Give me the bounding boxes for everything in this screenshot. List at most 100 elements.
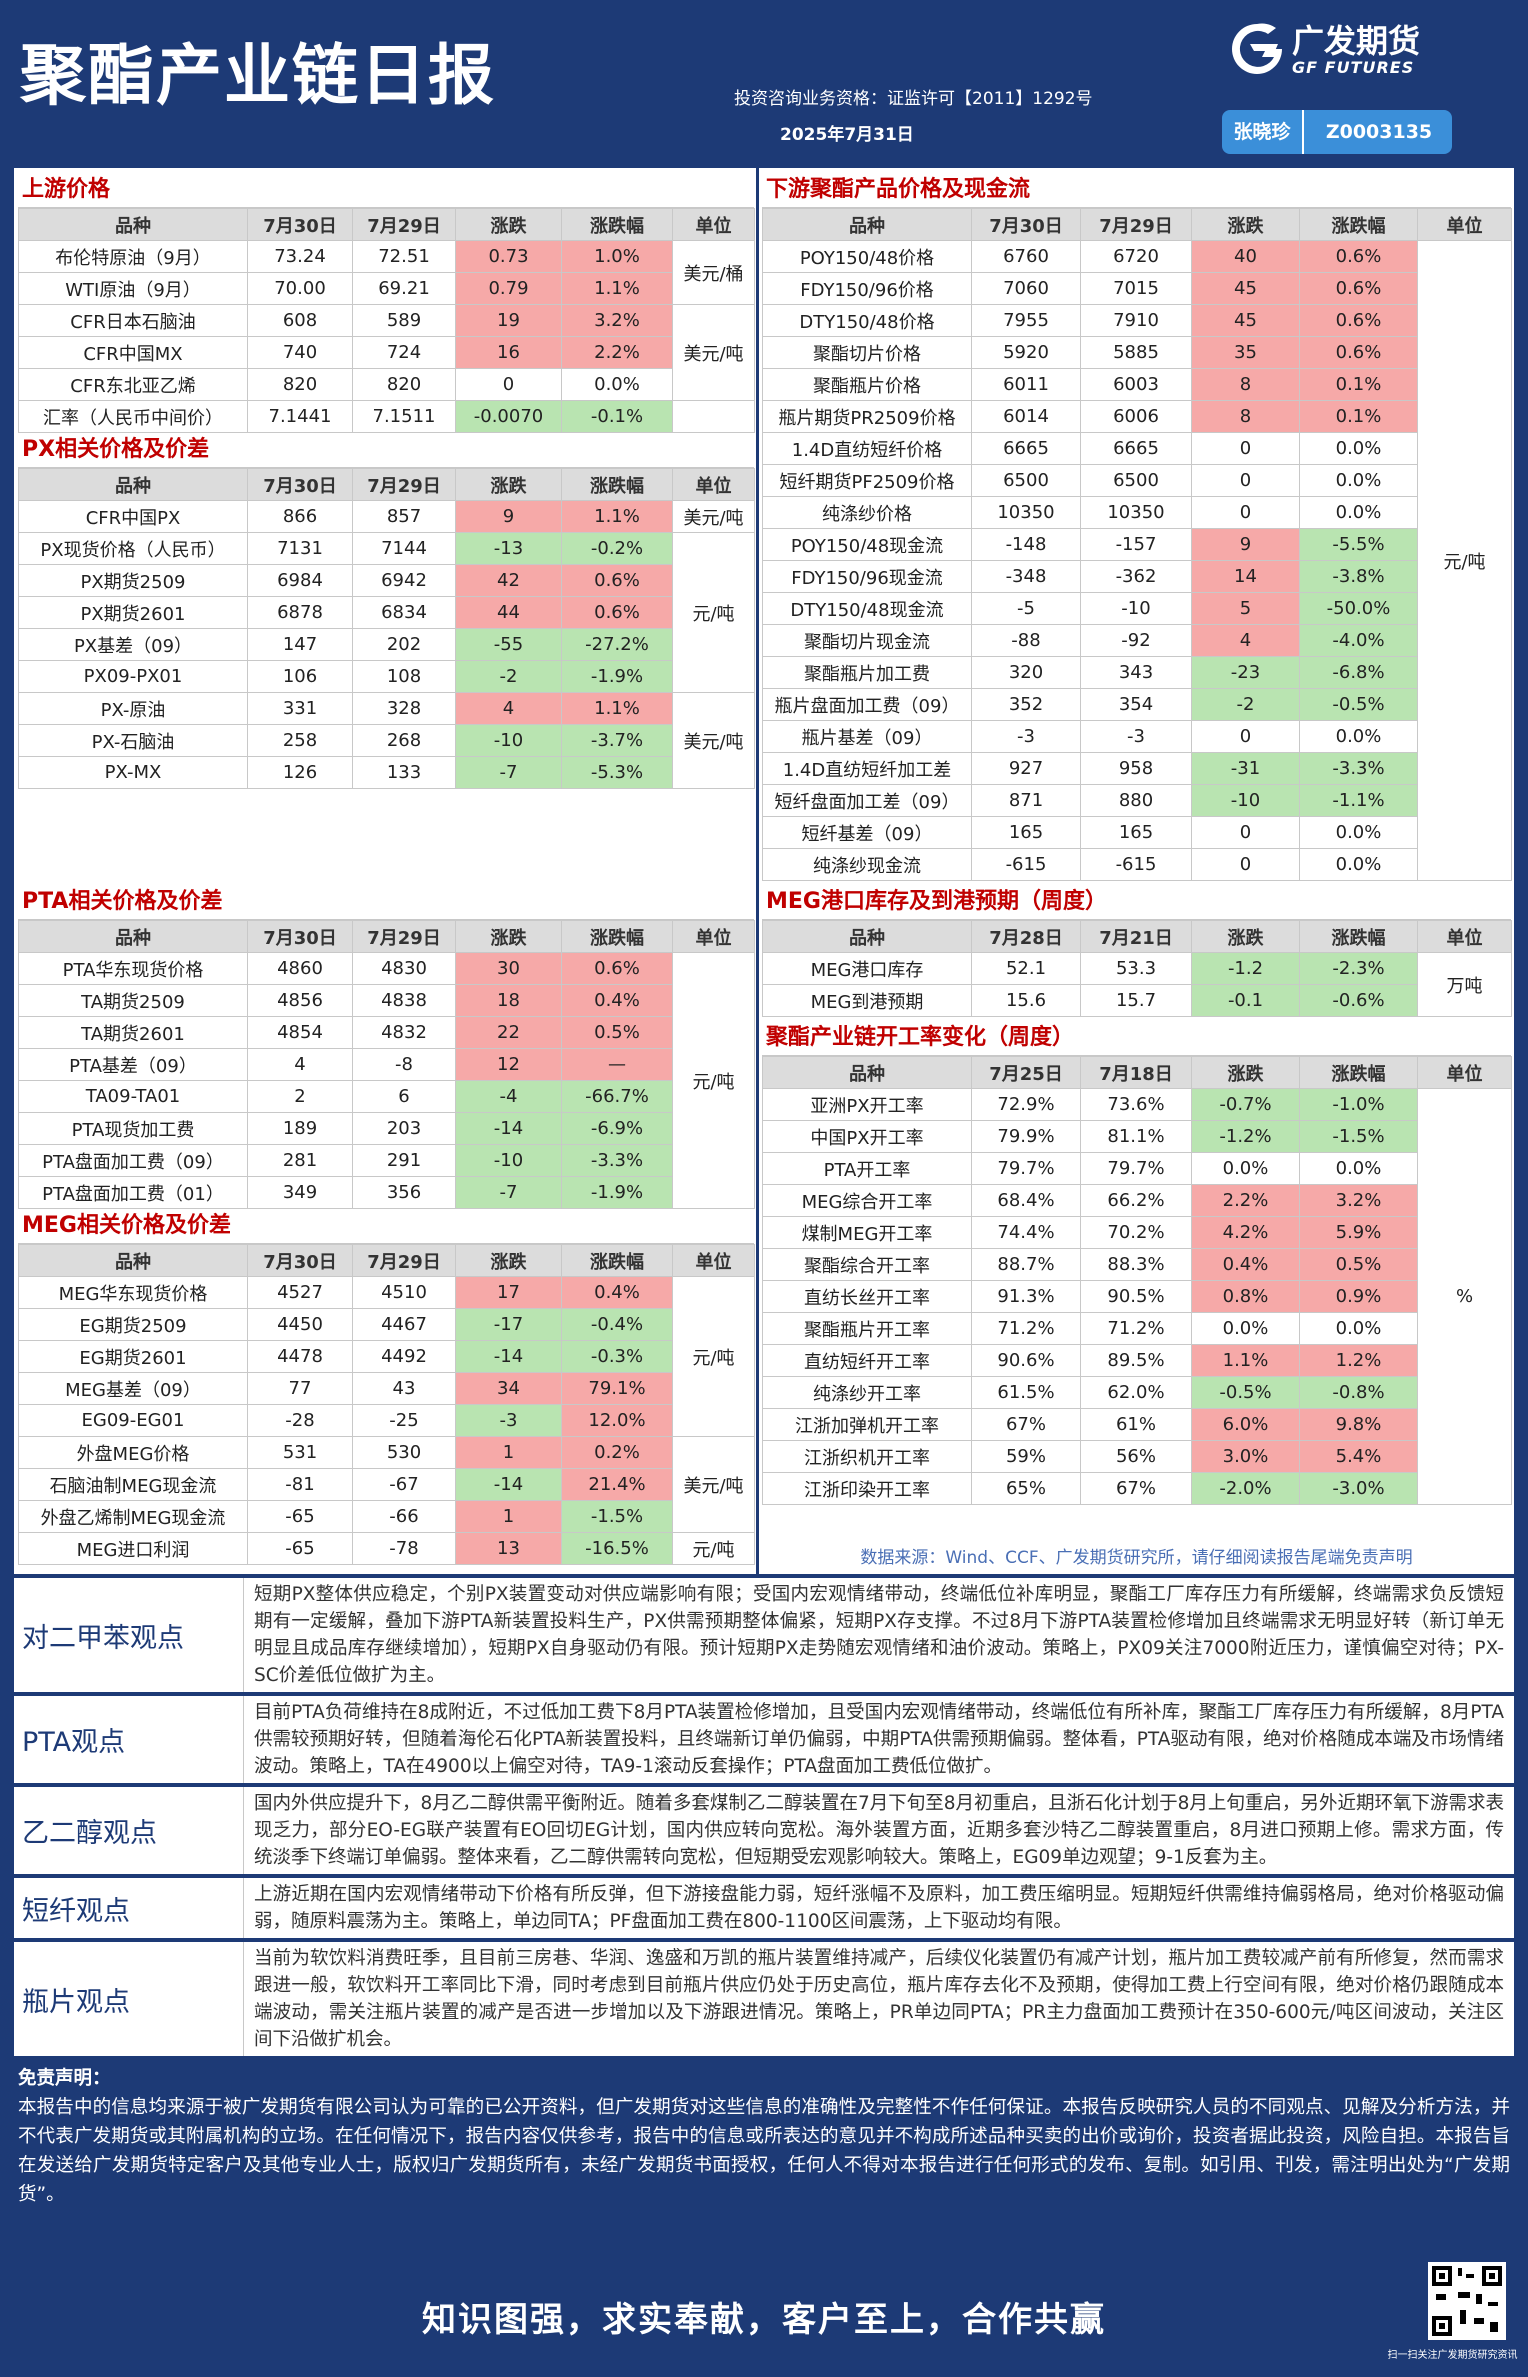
item-name: 纯涤纱现金流 (762, 848, 972, 881)
value-cell: -66 (352, 1500, 456, 1533)
section-title: 上游价格 (18, 172, 754, 208)
header-row: 品种 7月25日 7月18日 涨跌 涨跌幅 单位 (762, 1056, 1512, 1089)
value-cell: 68.4% (971, 1184, 1081, 1217)
table-section: PX相关价格及价差 品种 7月30日 7月29日 涨跌 涨跌幅 单位 CFR中国PX 866 85… (18, 432, 755, 789)
value-cell: 43 (352, 1372, 456, 1405)
table-row: EG09-EG01 -28 -25 -3 12.0% (18, 1404, 755, 1437)
change-cell: 0 (1191, 432, 1300, 465)
value-cell: 530 (352, 1436, 456, 1469)
table-row: 亚洲PX开工率 72.9% 73.6% -0.7% -1.0%% (762, 1088, 1512, 1505)
item-name: PX期货2509 (18, 564, 248, 597)
value-cell: 4 (247, 1048, 353, 1081)
table-row: PX-原油 331 328 4 1.1% 美元/吨 (18, 692, 755, 789)
table-row: 聚酯瓶片加工费 320 343 -23 -6.8% (762, 656, 1512, 689)
column-header: 7月29日 (352, 1244, 456, 1277)
value-cell: 15.7 (1080, 984, 1192, 1017)
table-row: MEG综合开工率 68.4% 66.2% 2.2% 3.2% (762, 1184, 1512, 1217)
table-row: POY150/48现金流 -148 -157 9 -5.5% (762, 528, 1512, 561)
change-cell: 45 (1191, 304, 1300, 337)
column-header: 7月30日 (247, 208, 353, 241)
change-cell: -4 (455, 1080, 562, 1113)
column-header: 品种 (18, 468, 248, 501)
value-cell: 352 (971, 688, 1081, 721)
column-header: 涨跌幅 (561, 920, 673, 953)
slogan: 知识图强，求实奉献，客户至上，合作共赢 (422, 2300, 1106, 2340)
change-cell: 8 (1191, 368, 1300, 401)
item-name: 直纺长丝开工率 (762, 1280, 972, 1313)
qr-caption: 扫一扫关注广发期货研究资讯 (1387, 2350, 1518, 2361)
value-cell: 72.51 (352, 240, 456, 273)
item-name: 江浙印染开工率 (762, 1472, 972, 1505)
change-cell: -1.5% (1299, 1120, 1418, 1153)
change-cell: 35 (1191, 336, 1300, 369)
table-row: 中国PX开工率 79.9% 81.1% -1.2% -1.5% (762, 1120, 1512, 1153)
table-row: POY150/48价格 6760 6720 40 0.6% 元/吨 (762, 240, 1512, 881)
value-cell: 73.6% (1080, 1088, 1192, 1121)
item-name: 短纤期货PF2509价格 (762, 464, 972, 497)
table-row: 聚酯切片现金流 -88 -92 4 -4.0% (762, 624, 1512, 657)
change-cell: 0.0% (1299, 464, 1418, 497)
change-cell: 0.4% (561, 984, 673, 1017)
analyst-name: 张晓珍 (1233, 121, 1291, 143)
table-section: 上游价格 品种 7月30日 7月29日 涨跌 涨跌幅 单位 布伦特原油（9月） 73.24 72.… (18, 172, 755, 433)
change-cell: -2 (1191, 688, 1300, 721)
value-cell: -28 (247, 1404, 353, 1437)
change-cell: 14 (1191, 560, 1300, 593)
value-cell: 6011 (971, 368, 1081, 401)
unit-cell: 美元/桶 (672, 240, 755, 305)
item-name: 外盘MEG价格 (18, 1436, 248, 1469)
value-cell: 71.2% (971, 1312, 1081, 1345)
column-header: 7月29日 (352, 920, 456, 953)
item-name: 短纤盘面加工差（09） (762, 784, 972, 817)
disclaimer-heading: 免责声明： (18, 2068, 111, 2089)
value-cell: 88.7% (971, 1248, 1081, 1281)
value-cell: 4492 (352, 1340, 456, 1373)
unit-cell: 万吨 (1417, 952, 1512, 1017)
column-header: 7月29日 (1080, 208, 1192, 241)
item-name: 聚酯瓶片开工率 (762, 1312, 972, 1345)
change-cell: — (561, 1048, 673, 1081)
column-header: 涨跌幅 (1299, 1056, 1418, 1089)
item-name: 瓶片期货PR2509价格 (762, 400, 972, 433)
table-row: MEG港口库存 52.1 53.3 -1.2 -2.3% 万吨 (762, 952, 1512, 1017)
value-cell: 6760 (971, 240, 1081, 273)
table-row: 江浙加弹机开工率 67% 61% 6.0% 9.8% (762, 1408, 1512, 1441)
table-row: DTY150/48价格 7955 7910 45 0.6% (762, 304, 1512, 337)
item-name: PX期货2601 (18, 596, 248, 629)
value-cell: 291 (352, 1144, 456, 1177)
change-cell: -14 (455, 1340, 562, 1373)
value-cell: 4854 (247, 1016, 353, 1049)
change-cell: 19 (455, 304, 562, 337)
item-name: 聚酯瓶片加工费 (762, 656, 972, 689)
change-cell: -27.2% (561, 628, 673, 661)
value-cell: 65% (971, 1472, 1081, 1505)
value-cell: 349 (247, 1176, 353, 1209)
unit-cell: 元/吨 (1417, 240, 1512, 881)
value-cell: 328 (352, 692, 456, 725)
value-cell: -65 (247, 1500, 353, 1533)
section-title: PX相关价格及价差 (18, 432, 754, 468)
table-row: 短纤期货PF2509价格 6500 6500 0 0.0% (762, 464, 1512, 497)
table-row: 瓶片盘面加工费（09） 352 354 -2 -0.5% (762, 688, 1512, 721)
change-cell: 3.2% (561, 304, 673, 337)
table-row: EG期货2601 4478 4492 -14 -0.3% (18, 1340, 755, 1373)
header-row: 品种 7月30日 7月29日 涨跌 涨跌幅 单位 (18, 208, 755, 241)
column-header: 7月21日 (1080, 920, 1192, 953)
value-cell: 61% (1080, 1408, 1192, 1441)
change-cell: -14 (455, 1112, 562, 1145)
change-cell: 42 (455, 564, 562, 597)
change-cell: 0 (1191, 848, 1300, 881)
change-cell: 13 (455, 1532, 562, 1565)
item-name: DTY150/48价格 (762, 304, 972, 337)
item-name: CFR中国MX (18, 336, 248, 369)
value-cell: -81 (247, 1468, 353, 1501)
table-row: 江浙织机开工率 59% 56% 3.0% 5.4% (762, 1440, 1512, 1473)
item-name: TA09-TA01 (18, 1080, 248, 1113)
table-row: EG期货2509 4450 4467 -17 -0.4% (18, 1308, 755, 1341)
value-cell: 7144 (352, 532, 456, 565)
logo-en: GF FUTURES (1292, 58, 1415, 77)
item-name: EG期货2509 (18, 1308, 248, 1341)
change-cell: 6.0% (1191, 1408, 1300, 1441)
change-cell: 0.6% (1299, 240, 1418, 273)
table-row: TA期货2509 4856 4838 18 0.4% (18, 984, 755, 1017)
